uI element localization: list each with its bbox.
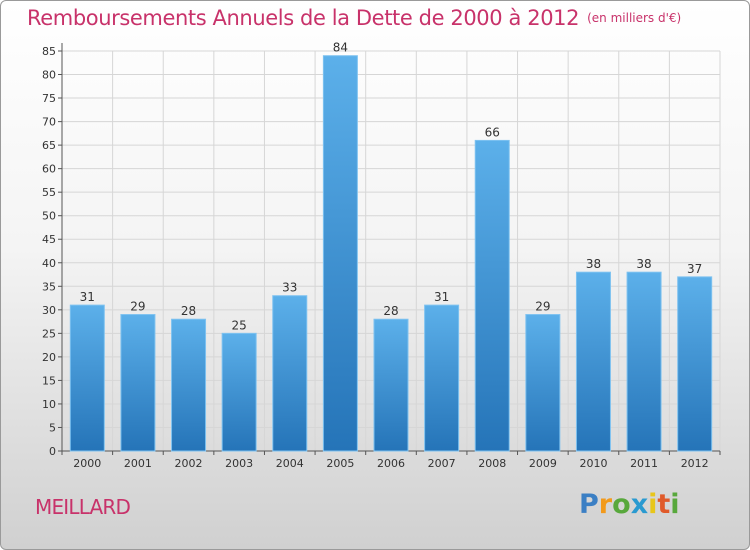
- logo-letter: t: [657, 489, 671, 520]
- logo-letter: i: [670, 489, 680, 520]
- data-label: 28: [383, 304, 398, 318]
- x-tick-label: 2011: [630, 457, 658, 470]
- bar: [575, 271, 611, 452]
- y-tick-label: 75: [42, 92, 56, 105]
- y-tick-label: 15: [42, 374, 56, 387]
- logo-letter: x: [630, 489, 649, 520]
- bar: [322, 55, 358, 452]
- logo-letter: r: [598, 489, 613, 520]
- bar: [525, 314, 561, 452]
- bar: [120, 314, 156, 452]
- x-tick-label: 2012: [681, 457, 709, 470]
- y-tick-label: 40: [42, 257, 56, 270]
- y-tick-label: 85: [42, 45, 56, 58]
- y-tick-label: 80: [42, 69, 56, 82]
- data-label: 31: [80, 290, 95, 304]
- bar: [424, 304, 460, 452]
- bar: [171, 318, 207, 452]
- bar: [221, 332, 257, 452]
- logo-letter: o: [612, 489, 631, 520]
- y-tick-labels: 0 5 10 15 20 25 30 35 40 45 50 55 60 65 70 75 80 85: [42, 45, 56, 458]
- y-tick-label: 25: [42, 327, 56, 340]
- bar: [69, 304, 105, 452]
- y-tick-label: 70: [42, 116, 56, 129]
- bar: [272, 295, 308, 452]
- y-tick-label: 20: [42, 351, 56, 364]
- logo-letter: P: [579, 489, 599, 520]
- y-tick-label: 60: [42, 163, 56, 176]
- data-label: 29: [130, 300, 145, 314]
- data-label: 33: [282, 281, 297, 295]
- bar: [626, 271, 662, 452]
- x-tick-label: 2003: [225, 457, 253, 470]
- x-tick-label: 2001: [124, 457, 152, 470]
- x-tick-label: 2010: [579, 457, 607, 470]
- y-tick-label: 50: [42, 210, 56, 223]
- y-tick-label: 65: [42, 139, 56, 152]
- data-label: 38: [586, 257, 601, 271]
- data-label: 37: [687, 262, 702, 276]
- data-labels: 31 29 28 25 33 84 28 31 66 29 38 38 37: [80, 41, 703, 333]
- y-tick-label: 10: [42, 398, 56, 411]
- x-tick-label: 2002: [175, 457, 203, 470]
- data-label: 28: [181, 304, 196, 318]
- x-tick-labels: 2000 2001 2002 2003 2004 2005 2006 2007 2008 2009…: [73, 457, 708, 470]
- x-tick-label: 2004: [276, 457, 304, 470]
- chart-unit: (en milliers d'€): [587, 11, 682, 25]
- x-tick-label: 2005: [326, 457, 354, 470]
- data-label: 66: [485, 125, 500, 139]
- bar: [677, 276, 713, 452]
- y-tick-label: 45: [42, 233, 56, 246]
- data-label: 29: [535, 300, 550, 314]
- data-label: 38: [636, 257, 651, 271]
- proxiti-logo: Proxiti: [579, 489, 680, 520]
- bar: [474, 139, 510, 452]
- chart-title-block: Remboursements Annuels de la Dette de 20…: [27, 6, 681, 30]
- x-tick-label: 2006: [377, 457, 405, 470]
- y-tick-label: 5: [49, 421, 56, 434]
- x-tick-label: 2007: [428, 457, 456, 470]
- y-tick-label: 30: [42, 304, 56, 317]
- y-tick-label: 55: [42, 186, 56, 199]
- y-tick-label: 35: [42, 280, 56, 293]
- y-tick-label: 0: [49, 445, 56, 458]
- logo-letter: i: [648, 489, 658, 520]
- x-tick-label: 2009: [529, 457, 557, 470]
- bars: [69, 55, 713, 452]
- data-label: 31: [434, 290, 449, 304]
- data-label: 84: [333, 41, 348, 55]
- data-label: 25: [232, 318, 247, 332]
- bar: [373, 318, 409, 452]
- x-tick-label: 2000: [73, 457, 101, 470]
- x-tick-label: 2008: [478, 457, 506, 470]
- chart-title: Remboursements Annuels de la Dette de 20…: [27, 6, 580, 30]
- commune-name: MEILLARD: [35, 495, 131, 519]
